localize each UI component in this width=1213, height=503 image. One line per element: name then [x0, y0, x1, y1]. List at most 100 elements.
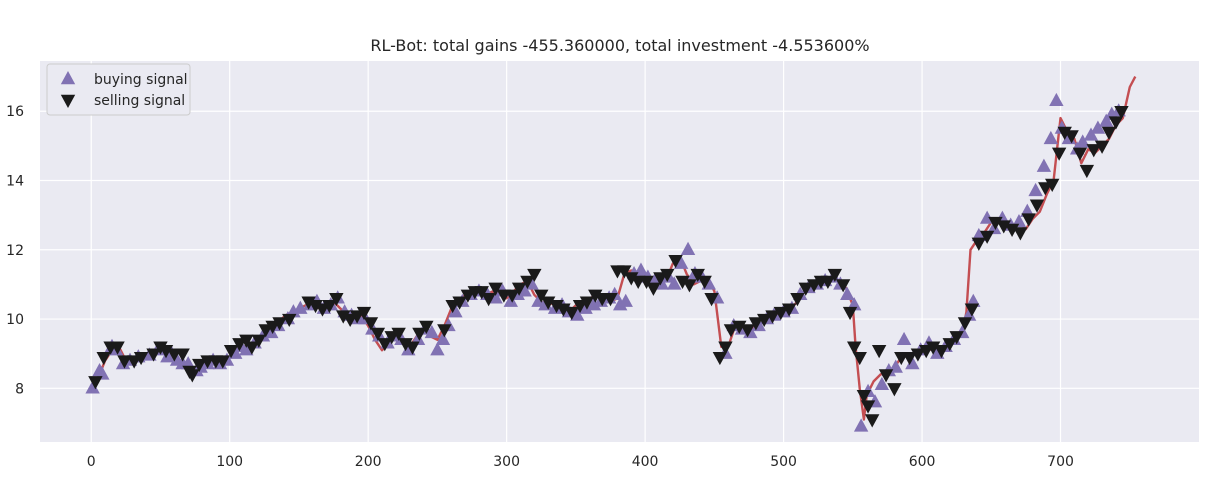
sell-signal-marker — [1004, 223, 1020, 237]
sell-signal-marker — [527, 268, 542, 283]
sell-signal-marker — [520, 275, 535, 289]
buy-signal-marker — [586, 297, 602, 311]
sell-signal-marker — [1045, 178, 1060, 192]
sell-signal-marker — [363, 317, 379, 331]
sell-signal-marker — [871, 345, 887, 359]
legend-buy-marker-icon — [60, 71, 76, 85]
buy-signal-marker — [1043, 130, 1059, 145]
buy-signal-marker — [840, 286, 855, 300]
sell-signal-marker — [117, 355, 132, 369]
sell-signal-marker — [481, 293, 496, 307]
sell-signal-marker — [934, 345, 949, 359]
buy-signal-marker — [570, 307, 585, 321]
sell-signal-marker — [308, 299, 323, 314]
sell-signal-marker — [757, 313, 772, 328]
x-tick-label: 200 — [355, 454, 382, 470]
plot-area — [40, 61, 1199, 442]
sell-signal-marker — [996, 220, 1011, 234]
buy-signal-marker — [680, 241, 696, 255]
sell-signal-marker — [835, 279, 851, 293]
sell-signal-marker — [1013, 227, 1028, 241]
sell-signal-marker — [790, 293, 805, 307]
sell-signal-marker — [624, 272, 639, 286]
sell-signal-marker — [798, 282, 813, 296]
sell-signal-marker — [110, 341, 125, 355]
sell-signal-marker — [988, 216, 1003, 231]
sell-signal-marker — [856, 390, 872, 404]
sell-signal-marker — [820, 275, 836, 289]
buy-signal-marker — [905, 356, 920, 370]
grid — [40, 61, 1199, 442]
legend-sell-label: selling signal — [94, 93, 185, 109]
sell-signal-marker — [1029, 199, 1045, 213]
sell-signal-marker — [301, 296, 316, 310]
sell-signal-marker — [697, 275, 712, 289]
sell-signal-marker — [1051, 147, 1067, 161]
sell-signal-marker — [452, 296, 467, 310]
sell-signal-marker — [511, 282, 527, 296]
x-tick-label: 600 — [909, 454, 936, 470]
sell-signal-marker — [370, 327, 386, 341]
sell-signal-marker — [1114, 106, 1129, 120]
sell-signal-marker — [153, 341, 168, 355]
legend-buy-label: buying signal — [94, 72, 188, 88]
sell-signal-marker — [412, 327, 427, 341]
sell-signal-marker — [765, 310, 780, 324]
sell-signal-marker — [282, 313, 297, 328]
sell-signal-marker — [244, 341, 260, 355]
buy-signal-marker — [666, 276, 682, 290]
sell-signal-marker — [957, 317, 973, 331]
sell-signal-marker — [175, 348, 190, 362]
sell-signal-marker — [540, 296, 556, 310]
sell-signal-marker — [712, 351, 728, 366]
y-tick-label: 14 — [6, 173, 24, 189]
sell-signal-marker — [971, 237, 987, 251]
buy-signal-marker — [874, 376, 890, 391]
sell-signal-marker — [588, 289, 603, 303]
sell-signal-marker — [842, 306, 858, 321]
buy-signal-marker — [673, 255, 689, 269]
legend-sell-marker-icon — [60, 94, 76, 108]
x-tick-label: 300 — [493, 454, 520, 470]
sell-signal-marker — [96, 351, 111, 366]
sell-signal-marker — [564, 306, 579, 321]
sell-signal-marker — [942, 338, 957, 352]
sell-signal-marker — [865, 414, 880, 428]
buy-signal-marker — [430, 342, 445, 356]
sell-signal-marker — [682, 279, 697, 293]
buy-signal-marker — [517, 283, 532, 297]
buy-signal-marker — [1028, 182, 1043, 197]
x-axis-ticks: 0 100 200 300 400 500 600 700 — [87, 454, 1074, 470]
sell-signal-marker — [847, 341, 862, 355]
sell-signal-marker — [646, 282, 661, 296]
x-tick-label: 500 — [770, 454, 797, 470]
sell-signal-marker — [910, 348, 926, 362]
sell-signal-marker — [158, 345, 174, 359]
sell-signal-marker — [377, 338, 392, 352]
buy-signal-marker — [1075, 134, 1090, 148]
buy-signal-marker — [448, 304, 463, 318]
chart-title: RL-Bot: total gains -455.360000, total i… — [370, 36, 869, 55]
sell-signal-marker — [740, 324, 755, 338]
buy-signal-marker — [1036, 158, 1052, 172]
sell-signal-marker — [356, 306, 372, 321]
sell-signal-marker — [549, 299, 564, 314]
legend-frame — [46, 63, 191, 116]
sell-signal-marker — [185, 369, 200, 383]
sell-signal-marker — [192, 358, 207, 373]
buy-signal-marker — [293, 300, 308, 314]
sell-signal-marker — [405, 341, 420, 355]
sell-signal-marker — [398, 338, 413, 352]
sell-signal-marker — [603, 293, 618, 307]
y-tick-label: 16 — [6, 104, 24, 120]
sell-signal-marker — [391, 327, 406, 341]
sell-markers — [88, 106, 1129, 428]
x-tick-label: 100 — [216, 454, 243, 470]
sell-signal-marker — [251, 334, 266, 348]
sell-signal-marker — [146, 348, 161, 362]
buy-signal-marker — [896, 331, 912, 346]
buy-signal-marker — [424, 324, 440, 339]
x-tick-label: 700 — [1047, 454, 1074, 470]
